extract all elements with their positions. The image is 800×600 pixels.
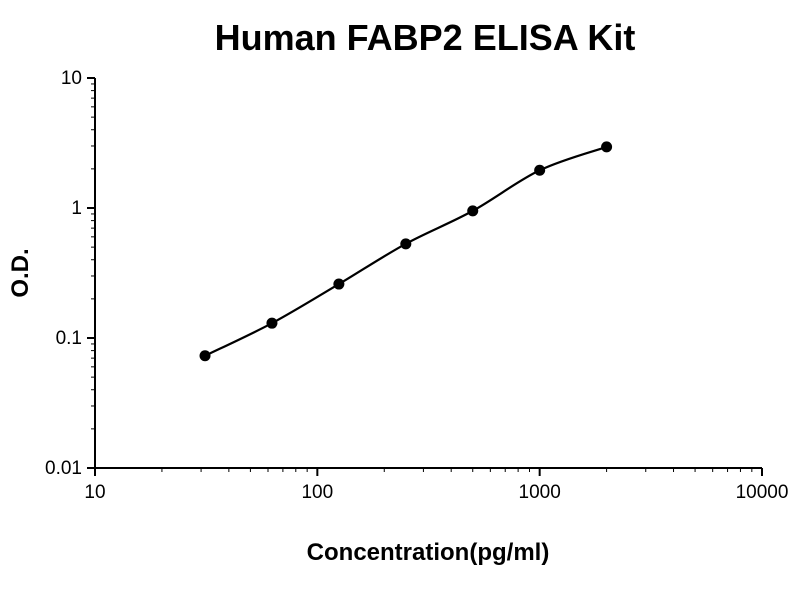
data-point xyxy=(266,317,278,329)
data-series xyxy=(199,141,613,362)
y-tick-label: 0.1 xyxy=(56,328,82,349)
x-tick-label: 1000 xyxy=(519,482,561,503)
y-tick-label: 10 xyxy=(61,68,82,89)
data-point xyxy=(400,238,412,250)
y-tick-label: 0.01 xyxy=(45,458,82,479)
axes xyxy=(94,78,762,469)
data-point xyxy=(333,278,345,290)
y-tick-label: 1 xyxy=(71,198,82,219)
data-point xyxy=(601,141,613,153)
x-tick-label: 100 xyxy=(301,482,333,503)
x-tick-label: 10000 xyxy=(736,482,789,503)
x-tick-label: 10 xyxy=(84,482,105,503)
data-point xyxy=(467,205,479,217)
chart-title: Human FABP2 ELISA Kit xyxy=(215,17,636,58)
axis-ticks xyxy=(87,77,763,476)
axis-tick-labels: 10 100 1000 10000 0.01 0.1 1 10 xyxy=(45,68,788,503)
standard-curve-line xyxy=(204,145,607,357)
y-axis-label: O.D. xyxy=(7,248,34,297)
data-point xyxy=(199,350,211,362)
data-point xyxy=(534,164,546,176)
x-axis-label: Concentration(pg/ml) xyxy=(307,539,550,566)
axis-lines xyxy=(94,78,762,469)
